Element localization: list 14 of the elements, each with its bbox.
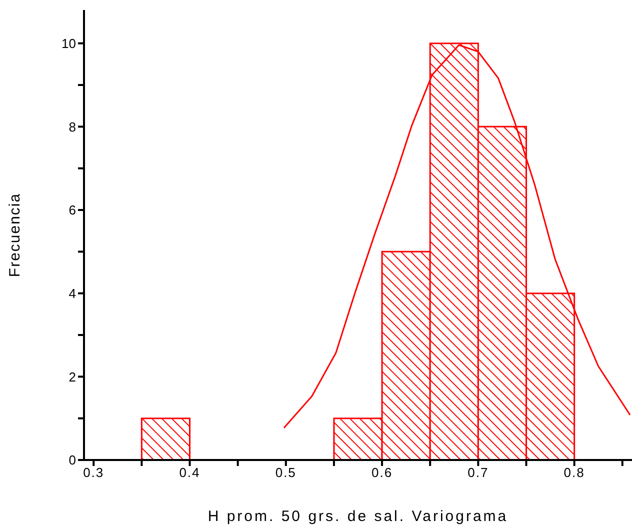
- y-tick-label: 8: [68, 119, 76, 134]
- x-tick-label: 0.3: [83, 465, 104, 480]
- x-tick-label: 0.7: [468, 465, 489, 480]
- y-axis-title: Frecuencia: [6, 192, 24, 278]
- y-tick-label: 6: [68, 202, 76, 218]
- x-tick-label: 0.5: [275, 465, 296, 480]
- x-tick-label: 0.6: [371, 465, 393, 480]
- y-tick-label: 4: [68, 286, 76, 301]
- y-tick-label: 2: [68, 369, 76, 384]
- x-tick-label: 0.8: [564, 465, 585, 480]
- x-tick-label: 0.4: [179, 465, 200, 480]
- y-tick-label: 0: [68, 452, 76, 468]
- y-tick-label: 10: [62, 36, 76, 51]
- x-axis-title: H prom. 50 grs. de sal. Variograma: [208, 508, 508, 525]
